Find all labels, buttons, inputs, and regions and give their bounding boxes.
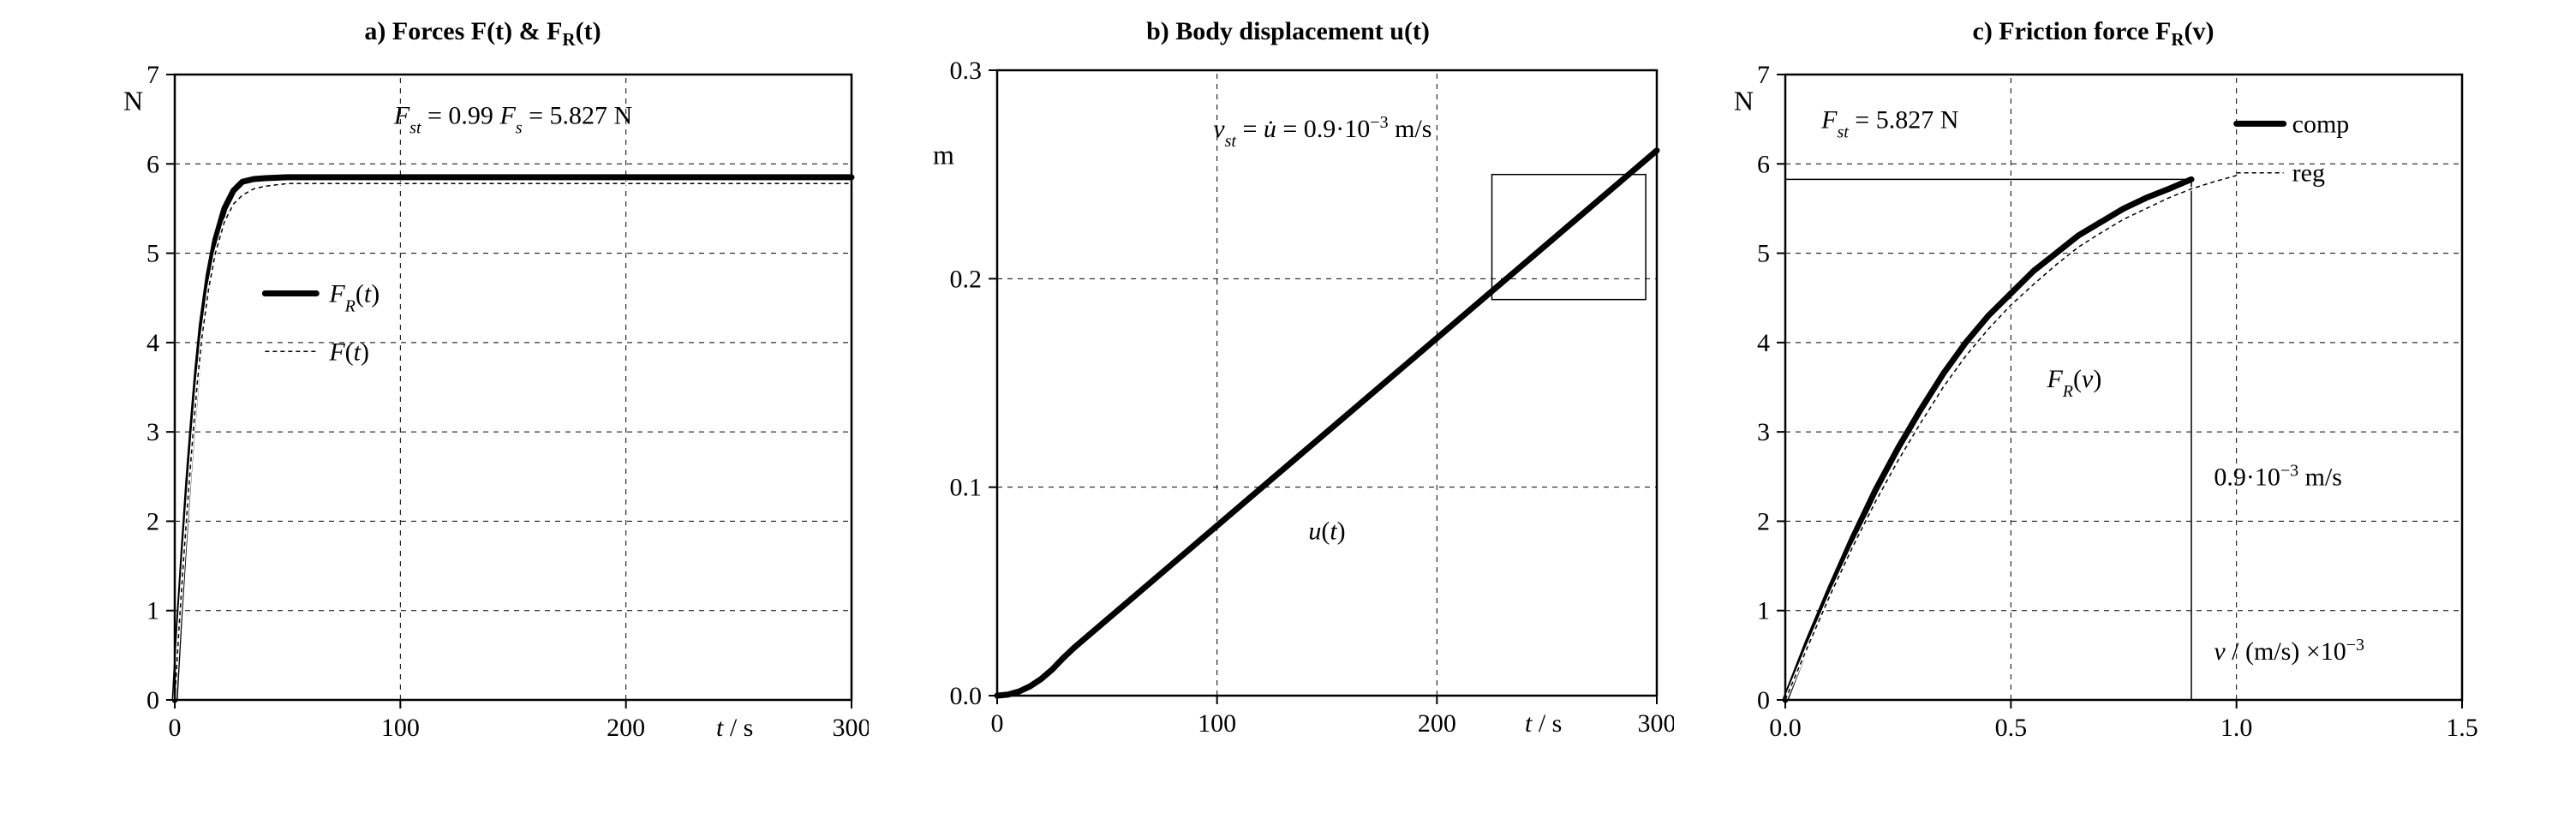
svg-text:N: N xyxy=(1734,86,1754,117)
svg-text:vst = u̇ = 0.9·10−3 m/s: vst = u̇ = 0.9·10−3 m/s xyxy=(1213,113,1431,151)
svg-text:Fst = 5.827 N: Fst = 5.827 N xyxy=(1820,106,1958,142)
svg-text:0: 0 xyxy=(990,709,1003,738)
svg-text:7: 7 xyxy=(1757,61,1770,89)
svg-text:Fst = 0.99 Fs = 5.827 N: Fst = 0.99 Fs = 5.827 N xyxy=(392,101,631,137)
svg-text:3: 3 xyxy=(146,418,159,446)
svg-text:1.0: 1.0 xyxy=(2220,714,2252,742)
svg-text:0: 0 xyxy=(1757,686,1770,714)
svg-text:2: 2 xyxy=(146,507,159,535)
svg-text:300: 300 xyxy=(832,714,869,742)
svg-text:1: 1 xyxy=(1757,597,1770,625)
svg-text:1.5: 1.5 xyxy=(2446,714,2478,742)
svg-text:4: 4 xyxy=(1757,329,1770,357)
svg-text:100: 100 xyxy=(380,714,419,742)
svg-text:200: 200 xyxy=(1417,709,1455,738)
svg-text:1: 1 xyxy=(146,597,159,625)
svg-text:6: 6 xyxy=(146,150,159,178)
svg-text:0.5: 0.5 xyxy=(1994,714,2027,742)
svg-text:t / s: t / s xyxy=(1525,709,1562,738)
panel-a-chart: 0 100 200 300 0 1 2 3 4 5 6 7Nt / s Fst = 0.99 Fs = … xyxy=(98,57,869,760)
panel-a: a) Forces F(t) & FR(t) 0 100 200 300 0 1 2 3 4 5 6… xyxy=(98,17,869,760)
panel-c: c) Friction force FR(v) 0.0 0.5 1.0 1.5 0 1 2 3… xyxy=(1708,17,2479,760)
svg-text:0.1: 0.1 xyxy=(949,474,982,502)
svg-text:300: 300 xyxy=(1637,709,1674,738)
svg-text:6: 6 xyxy=(1757,150,1770,178)
svg-text:4: 4 xyxy=(146,329,159,357)
svg-text:0.9·10−3 m/s: 0.9·10−3 m/s xyxy=(2214,462,2342,492)
svg-text:3: 3 xyxy=(1757,418,1770,446)
panel-b-title: b) Body displacement u(t) xyxy=(1146,17,1430,46)
svg-text:5: 5 xyxy=(146,240,159,268)
svg-text:m: m xyxy=(933,140,954,170)
svg-text:u(t): u(t) xyxy=(1308,517,1345,546)
svg-text:comp: comp xyxy=(2292,110,2349,138)
svg-text:FR(t): FR(t) xyxy=(328,280,380,316)
svg-text:0: 0 xyxy=(146,686,159,714)
figure-row: a) Forces F(t) & FR(t) 01002003000123456… xyxy=(17,17,2559,760)
panel-c-title: c) Friction force FR(v) xyxy=(1973,17,2214,51)
panel-a-title: a) Forces F(t) & FR(t) xyxy=(364,17,601,51)
svg-text:0.0: 0.0 xyxy=(949,682,982,710)
svg-text:0.2: 0.2 xyxy=(949,265,982,293)
svg-text:5: 5 xyxy=(1757,240,1770,268)
svg-text:0.3: 0.3 xyxy=(949,57,982,85)
svg-text:t / s: t / s xyxy=(716,714,753,742)
panel-b-chart: 0 100 200 300 0.0 0.1 0.2 0.3 m t / s vst = u̇ = 0… xyxy=(903,53,1674,756)
svg-text:N: N xyxy=(123,86,143,117)
svg-text:v / (m/s) ×10−3: v / (m/s) ×10−3 xyxy=(2214,636,2364,666)
svg-text:100: 100 xyxy=(1198,709,1236,738)
svg-text:7: 7 xyxy=(146,61,159,89)
panel-c-chart: 0.0 0.5 1.0 1.5 0 1 2 3 4 5 6 7N Fst = 5.827 N FR(v) 0… xyxy=(1708,57,2479,760)
svg-text:0.0: 0.0 xyxy=(1769,714,1802,742)
svg-text:200: 200 xyxy=(607,714,645,742)
svg-text:2: 2 xyxy=(1757,507,1770,535)
svg-text:0: 0 xyxy=(168,714,181,742)
svg-text:F(t): F(t) xyxy=(328,338,369,366)
svg-text:reg: reg xyxy=(2292,159,2324,188)
panel-b: b) Body displacement u(t) 01002003000.00… xyxy=(903,17,1674,756)
svg-text:FR(v): FR(v) xyxy=(2046,365,2101,401)
